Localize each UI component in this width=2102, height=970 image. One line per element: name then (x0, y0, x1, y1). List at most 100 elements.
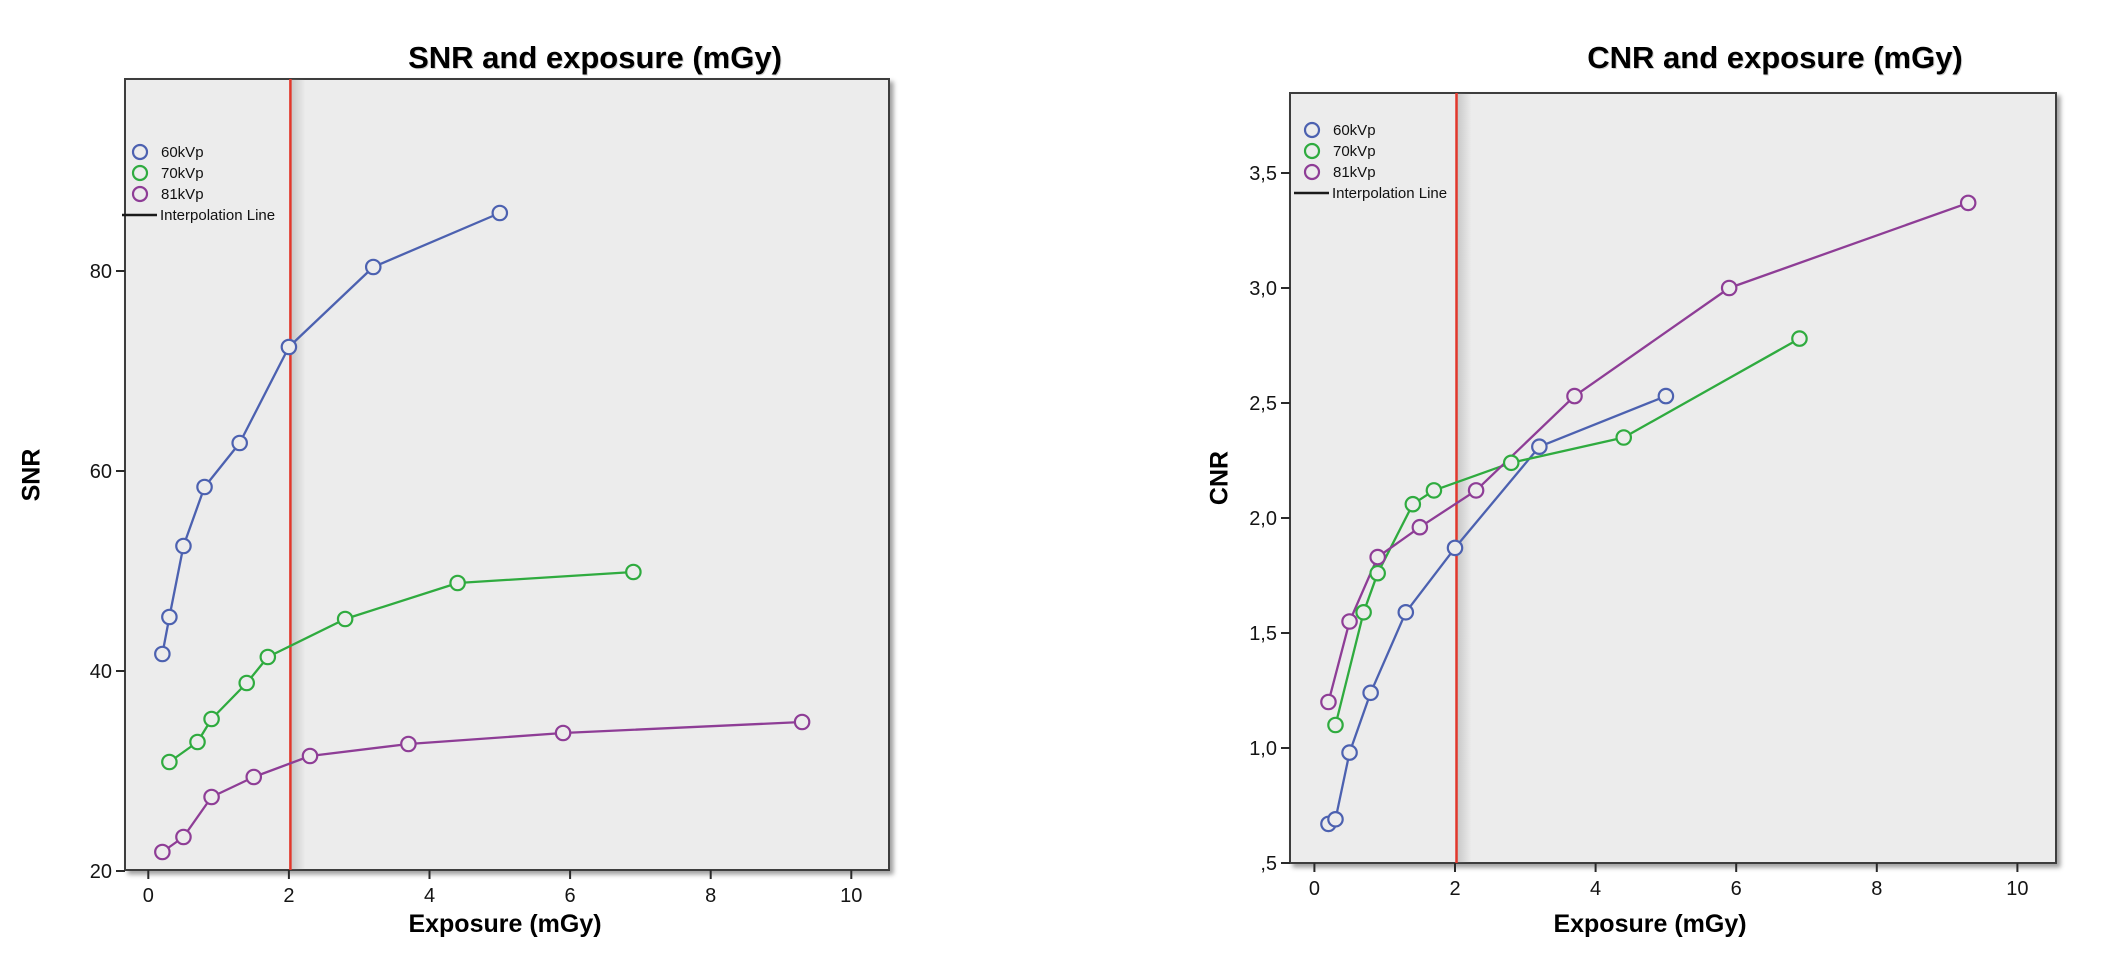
legend-marker-70kVp (1303, 142, 1321, 160)
x-tick-label: 4 (424, 885, 435, 907)
x-tick-label: 0 (1309, 878, 1320, 900)
data-point-81kVp (154, 843, 171, 861)
data-point-60kVp (175, 537, 192, 555)
data-point-81kVp (1320, 693, 1337, 711)
x-tick-label: 10 (2006, 878, 2028, 900)
x-tick-label: 2 (283, 885, 294, 907)
data-point-60kVp (1327, 810, 1344, 828)
data-point-70kVp (1502, 454, 1520, 472)
x-tick-label: 10 (840, 885, 862, 907)
data-point-70kVp (1615, 429, 1633, 446)
data-point-70kVp (189, 733, 206, 751)
data-point-81kVp (1467, 482, 1485, 499)
data-point-60kVp (196, 478, 213, 496)
x-tick-label: 6 (565, 885, 576, 907)
data-point-60kVp (280, 338, 298, 356)
legend-label: Interpolation Line (160, 207, 275, 224)
plot-area (1289, 92, 2057, 864)
series-line-81kVp (1327, 201, 1969, 703)
data-point-60kVp (154, 645, 171, 663)
y-tick-label: 20 (90, 861, 112, 883)
snr-chart-title: SNR and exposure (mGy) (408, 40, 782, 75)
data-point-81kVp (1959, 194, 1977, 212)
cnr-chart-title: CNR and exposure (mGy) (1587, 40, 1963, 75)
legend-marker-81kVp (131, 185, 149, 203)
data-point-81kVp (245, 768, 263, 786)
data-point-81kVp (1341, 613, 1358, 630)
data-point-60kVp (1362, 684, 1379, 702)
cnr-chart: 0 2 4 6 8 10 ,5 1,0 1,5 2,0 2,5 3,0 3,5 60kVp 70kVp 81k… (1249, 92, 2057, 900)
data-point-60kVp (364, 258, 382, 276)
data-point-60kVp (1341, 744, 1358, 761)
legend-marker-60kVp (1303, 121, 1321, 139)
legend: 60kVp 70kVp 81kVp Interpolation Line (1294, 121, 1447, 202)
data-point-70kVp (1355, 603, 1372, 621)
y-tick-label: 1,0 (1249, 738, 1277, 760)
legend-label: Interpolation Line (1332, 185, 1447, 202)
data-point-70kVp (336, 610, 354, 628)
series-line-60kVp (1327, 395, 1667, 825)
data-point-81kVp (793, 713, 811, 731)
x-tick-label: 0 (143, 885, 154, 907)
data-point-70kVp (259, 648, 277, 666)
data-point-70kVp (1425, 482, 1443, 499)
data-point-70kVp (449, 574, 466, 592)
legend-marker-81kVp (1303, 163, 1321, 181)
legend-marker-60kVp (131, 143, 149, 161)
y-tick-label: 2,5 (1249, 393, 1277, 415)
y-tick-label: 80 (90, 261, 112, 283)
legend-marker-70kVp (131, 164, 149, 182)
x-tick-label: 4 (1590, 878, 1601, 900)
data-point-81kVp (554, 724, 572, 742)
y-tick-label: ,5 (1260, 853, 1277, 875)
y-tick-label: 40 (90, 661, 112, 683)
x-tick-label: 2 (1449, 878, 1460, 900)
data-point-81kVp (1411, 518, 1429, 536)
data-point-81kVp (175, 828, 192, 846)
y-tick-label: 1,5 (1249, 623, 1277, 645)
series-line-60kVp (161, 211, 501, 655)
interpolation-line-shadow (291, 79, 306, 870)
data-point-70kVp (1369, 564, 1386, 582)
y-tick-label: 60 (90, 461, 112, 483)
x-tick-label: 8 (705, 885, 716, 907)
data-point-60kVp (1446, 539, 1464, 557)
data-point-81kVp (400, 735, 417, 753)
data-point-60kVp (161, 608, 178, 626)
y-tick-label: 2,0 (1249, 508, 1277, 530)
x-tick-label: 6 (1731, 878, 1742, 900)
snr-chart: 0 2 4 6 8 10 20 40 60 80 60kVp 70kVp 81kVp Interpolat… (90, 78, 890, 907)
legend: 60kVp 70kVp 81kVp Interpolation Line (122, 143, 275, 224)
legend-label: 60kVp (161, 144, 204, 161)
data-point-70kVp (203, 710, 220, 728)
plot-area (124, 78, 890, 871)
data-point-60kVp (1397, 603, 1415, 621)
data-point-81kVp (1720, 279, 1738, 297)
cnr-x-axis-label: Exposure (mGy) (1553, 910, 1747, 938)
legend-label: 60kVp (1333, 122, 1376, 139)
legend-label: 81kVp (161, 186, 204, 203)
data-point-60kVp (231, 434, 248, 452)
data-point-60kVp (1531, 438, 1548, 455)
data-point-70kVp (1327, 716, 1344, 734)
data-point-70kVp (1791, 330, 1808, 347)
data-point-60kVp (1657, 387, 1675, 405)
snr-x-axis-label: Exposure (mGy) (408, 910, 602, 938)
y-tick-label: 3,0 (1249, 278, 1277, 300)
data-point-70kVp (1404, 495, 1422, 513)
x-tick-label: 8 (1871, 878, 1882, 900)
data-point-70kVp (161, 753, 178, 771)
y-tick-label: 3,5 (1249, 163, 1277, 185)
legend-label: 81kVp (1333, 164, 1376, 181)
data-point-81kVp (1369, 548, 1386, 566)
data-point-81kVp (203, 788, 220, 806)
interpolation-line-shadow (1457, 93, 1472, 863)
legend-label: 70kVp (1333, 143, 1376, 160)
data-point-81kVp (301, 747, 319, 765)
data-point-70kVp (625, 563, 642, 581)
legend-label: 70kVp (161, 165, 204, 182)
data-point-81kVp (1566, 387, 1583, 405)
data-point-60kVp (491, 204, 509, 222)
